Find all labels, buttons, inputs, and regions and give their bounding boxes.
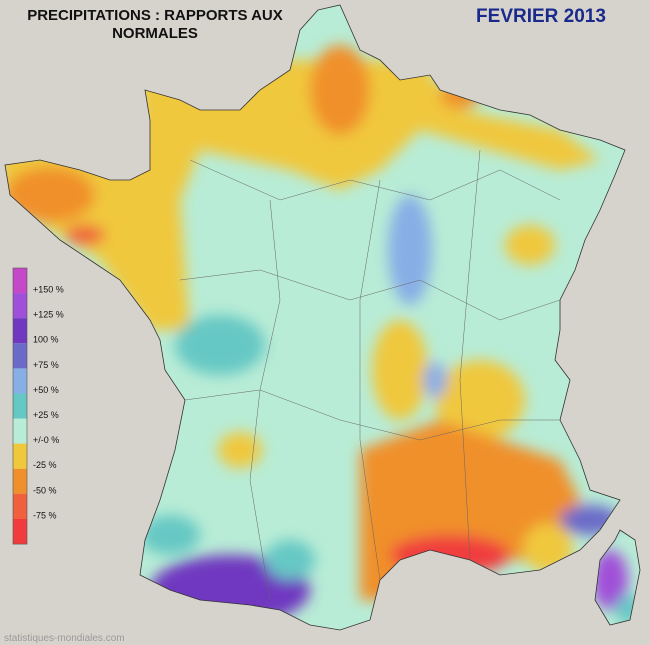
legend-swatch (13, 519, 27, 545)
legend-label: +/-0 % (33, 435, 59, 445)
legend-swatch (13, 318, 27, 344)
legend-label: +150 % (33, 284, 64, 294)
legend-label: 100 % (33, 335, 59, 345)
legend-label: -25 % (33, 460, 57, 470)
legend-label: +75 % (33, 360, 59, 370)
legend-frame (12, 267, 28, 545)
title-line: NORMALES (112, 25, 198, 42)
borders (4, 4, 641, 631)
source: statistiques-mondiales.com (4, 633, 125, 644)
legend-swatch (13, 393, 27, 419)
legend-label: +25 % (33, 410, 59, 420)
title-line: PRECIPITATIONS : RAPPORTS AUX (27, 7, 283, 24)
legend-label: -75 % (33, 510, 57, 520)
legend-label: +50 % (33, 385, 59, 395)
legend: +150 % +125 % 100 % +75 % +50 % +25 % +/-0 % -2… (12, 267, 64, 545)
legend-swatch (13, 368, 27, 394)
legend-swatch (13, 293, 27, 319)
period: FEVRIER 2013 (476, 6, 606, 27)
legend-swatch (13, 418, 27, 444)
legend-swatch (13, 443, 27, 469)
legend-label: +125 % (33, 310, 64, 320)
legend-swatch (13, 343, 27, 369)
legend-label: -50 % (33, 485, 57, 495)
legend-swatch (13, 493, 27, 519)
legend-swatch (13, 268, 27, 294)
legend-swatch (13, 468, 27, 494)
